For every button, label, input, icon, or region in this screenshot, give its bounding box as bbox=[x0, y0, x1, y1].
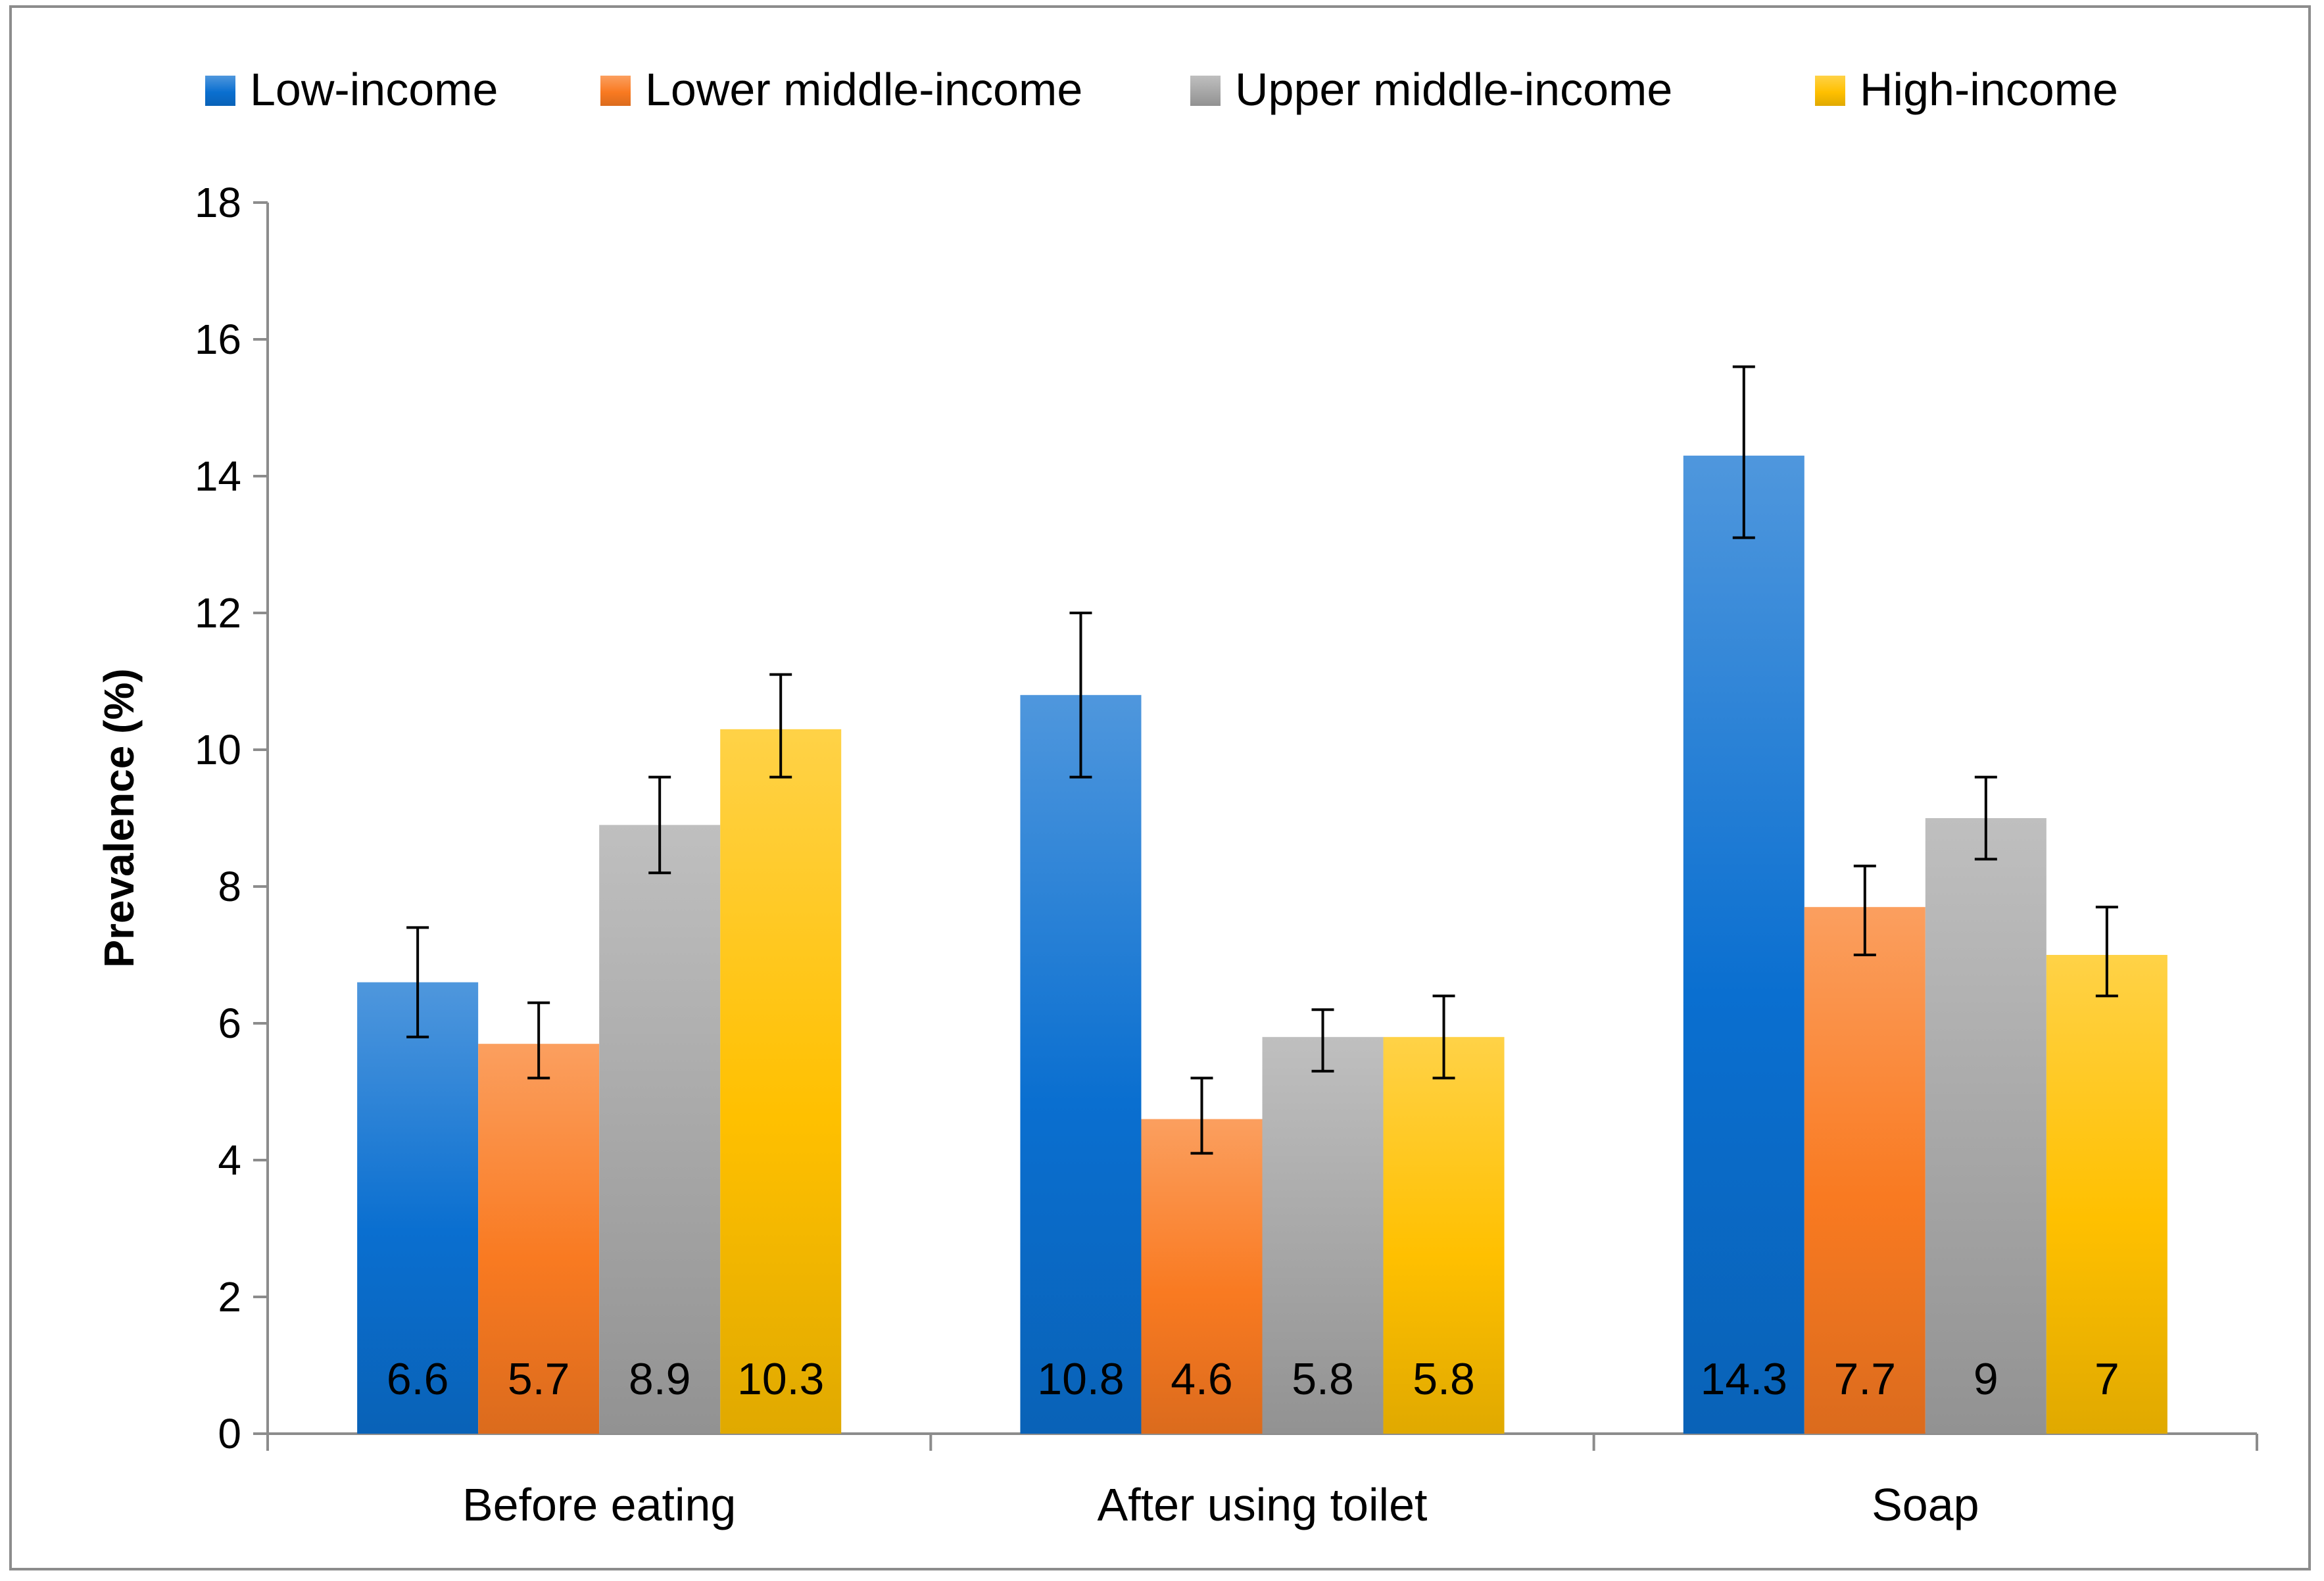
y-tick-label: 10 bbox=[195, 726, 241, 773]
y-axis-label: Prevalence (%) bbox=[95, 668, 143, 967]
legend-item: Upper middle-income bbox=[1190, 64, 1672, 115]
y-tick-label: 6 bbox=[218, 1000, 241, 1047]
data-label: 7 bbox=[2094, 1354, 2119, 1404]
y-tick-label: 8 bbox=[218, 863, 241, 910]
legend-item: Lower middle-income bbox=[600, 64, 1082, 115]
x-tick-label: After using toilet bbox=[1098, 1479, 1428, 1530]
bar bbox=[478, 1044, 600, 1434]
data-label: 5.8 bbox=[1413, 1354, 1475, 1404]
legend: Low-income Lower middle-income Upper middl… bbox=[205, 64, 2118, 115]
data-label: 6.6 bbox=[387, 1354, 449, 1404]
data-label: 14.3 bbox=[1701, 1354, 1787, 1404]
legend-swatch bbox=[1815, 76, 1845, 106]
y-tick-label: 16 bbox=[195, 316, 241, 363]
bar bbox=[1925, 818, 2046, 1434]
legend-swatch bbox=[600, 76, 631, 106]
y-axis: 0 2 4 6 8 10 12 14 16 18 bbox=[195, 179, 269, 1457]
bar bbox=[1383, 1036, 1505, 1434]
bar bbox=[1262, 1036, 1384, 1434]
error-bars bbox=[406, 365, 2118, 1155]
legend-swatch bbox=[205, 76, 235, 106]
bar bbox=[1804, 907, 1925, 1434]
legend-item: High-income bbox=[1815, 64, 2118, 115]
data-label: 8.9 bbox=[629, 1354, 691, 1404]
legend-label: Low-income bbox=[250, 64, 498, 115]
bar bbox=[2046, 955, 2167, 1434]
y-tick-label: 4 bbox=[218, 1136, 241, 1184]
legend-label: Upper middle-income bbox=[1235, 64, 1672, 115]
data-label: 4.6 bbox=[1171, 1354, 1233, 1404]
bar bbox=[357, 982, 479, 1434]
legend-item: Low-income bbox=[205, 64, 498, 115]
x-tick-label: Before eating bbox=[462, 1479, 736, 1530]
bars bbox=[357, 455, 2167, 1434]
bar bbox=[720, 729, 842, 1434]
y-tick-label: 0 bbox=[218, 1410, 241, 1457]
data-label: 5.7 bbox=[508, 1354, 570, 1404]
bar bbox=[599, 825, 721, 1434]
x-axis: Before eating After using toilet Soap bbox=[266, 1432, 2258, 1530]
bar bbox=[1683, 455, 1804, 1434]
y-tick-label: 18 bbox=[195, 179, 241, 226]
bar bbox=[1020, 694, 1142, 1434]
legend-swatch bbox=[1190, 76, 1221, 106]
legend-label: Lower middle-income bbox=[645, 64, 1082, 115]
data-label: 10.3 bbox=[737, 1354, 824, 1404]
y-tick-label: 2 bbox=[218, 1273, 241, 1321]
bar bbox=[1141, 1119, 1263, 1434]
data-label: 9 bbox=[1973, 1354, 1998, 1404]
y-tick-label: 12 bbox=[195, 589, 241, 637]
data-label: 10.8 bbox=[1037, 1354, 1124, 1404]
y-tick-label: 14 bbox=[195, 452, 241, 500]
data-label: 5.8 bbox=[1292, 1354, 1354, 1404]
value-labels: 6.6 5.7 8.9 10.3 10.8 4.6 5.8 5.8 14.3 7.7 9 7 bbox=[387, 1354, 2119, 1404]
x-tick-label: Soap bbox=[1872, 1479, 1979, 1530]
data-label: 7.7 bbox=[1834, 1354, 1897, 1404]
legend-label: High-income bbox=[1860, 64, 2118, 115]
